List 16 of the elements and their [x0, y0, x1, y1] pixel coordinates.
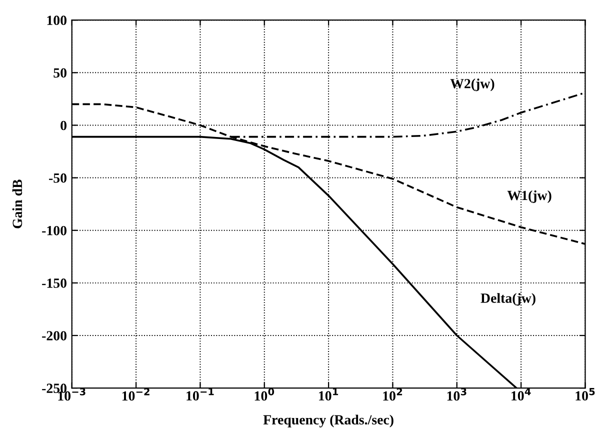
- y-axis-title: Gain dB: [12, 180, 22, 228]
- series-label: W1(jw): [507, 190, 552, 203]
- y-tick-label: -50: [49, 173, 66, 183]
- y-tick-label: -250: [42, 384, 66, 394]
- x-tick-label: 10$^{4}$: [512, 388, 531, 401]
- text: Delta(jw): [480, 293, 536, 306]
- y-tick-label: -150: [42, 278, 66, 288]
- y-tick-label: 50: [54, 68, 66, 78]
- y-tick-label: 100: [47, 16, 66, 26]
- y-tick-label: -100: [42, 226, 66, 236]
- y-tick-label: 0: [60, 120, 66, 130]
- y-tick-label: -200: [42, 331, 66, 340]
- x-axis-title: Frequency (Rads./sec): [263, 414, 394, 428]
- text: W2(jw): [450, 78, 494, 92]
- x-tick-label: 10$^{0}$: [254, 388, 274, 401]
- x-tick-label: 10$^{5}$: [576, 388, 595, 401]
